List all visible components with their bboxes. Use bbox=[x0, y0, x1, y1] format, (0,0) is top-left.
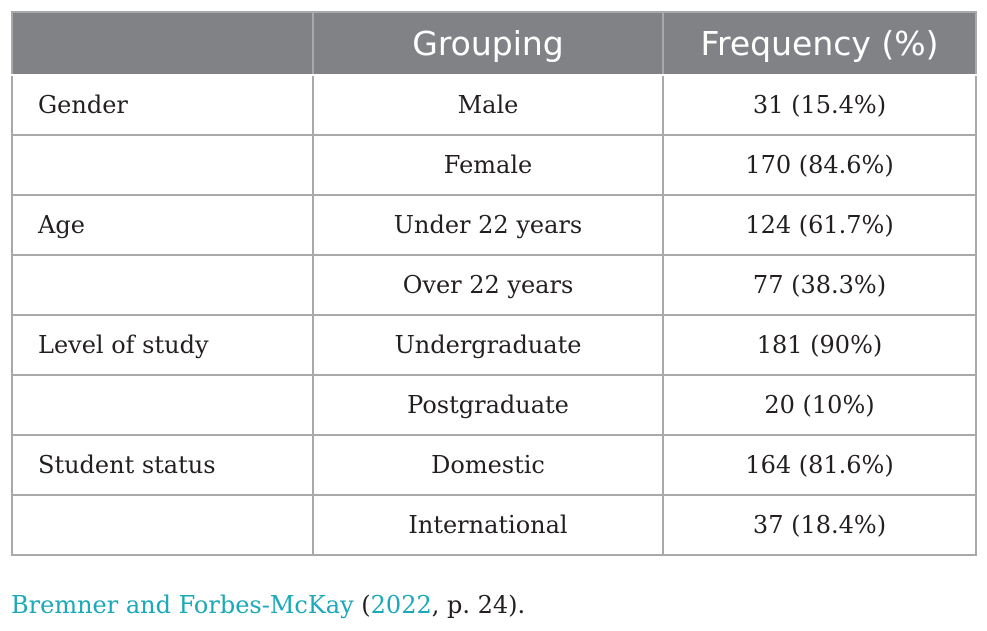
frequency-cell: 170 (84.6%) bbox=[662, 134, 977, 196]
table-row: Level of study Undergraduate 181 (90%) bbox=[11, 314, 977, 376]
frequency-cell: 31 (15.4%) bbox=[662, 74, 977, 136]
frequency-cell: 164 (81.6%) bbox=[662, 434, 977, 496]
grouping-cell: Domestic bbox=[312, 434, 664, 496]
table-row: Age Under 22 years 124 (61.7%) bbox=[11, 194, 977, 256]
category-cell bbox=[11, 134, 314, 196]
column-header-grouping: Grouping bbox=[312, 11, 664, 76]
table-row: Gender Male 31 (15.4%) bbox=[11, 74, 977, 136]
category-cell: Gender bbox=[11, 74, 314, 136]
table-header-row: Grouping Frequency (%) bbox=[11, 11, 977, 76]
column-header-category bbox=[11, 11, 314, 76]
category-cell bbox=[11, 254, 314, 316]
table-row: International 37 (18.4%) bbox=[11, 494, 977, 556]
column-header-frequency: Frequency (%) bbox=[662, 11, 977, 76]
grouping-cell: Undergraduate bbox=[312, 314, 664, 376]
frequency-cell: 181 (90%) bbox=[662, 314, 977, 376]
category-cell bbox=[11, 494, 314, 556]
caption-open-paren: ( bbox=[353, 591, 371, 619]
data-table-container: Grouping Frequency (%) Gender Male 31 (1… bbox=[11, 11, 977, 556]
table-row: Postgraduate 20 (10%) bbox=[11, 374, 977, 436]
category-cell: Age bbox=[11, 194, 314, 256]
year-link[interactable]: 2022 bbox=[370, 591, 432, 619]
table-source-caption: Bremner and Forbes-McKay (2022, p. 24). bbox=[11, 591, 525, 619]
data-table: Grouping Frequency (%) Gender Male 31 (1… bbox=[11, 11, 977, 556]
category-cell: Student status bbox=[11, 434, 314, 496]
caption-page-ref: , p. 24). bbox=[431, 591, 526, 619]
frequency-cell: 20 (10%) bbox=[662, 374, 977, 436]
grouping-cell: Postgraduate bbox=[312, 374, 664, 436]
table-row: Female 170 (84.6%) bbox=[11, 134, 977, 196]
frequency-cell: 124 (61.7%) bbox=[662, 194, 977, 256]
grouping-cell: Over 22 years bbox=[312, 254, 664, 316]
grouping-cell: Under 22 years bbox=[312, 194, 664, 256]
frequency-cell: 77 (38.3%) bbox=[662, 254, 977, 316]
grouping-cell: Male bbox=[312, 74, 664, 136]
category-cell bbox=[11, 374, 314, 436]
table-row: Over 22 years 77 (38.3%) bbox=[11, 254, 977, 316]
grouping-cell: International bbox=[312, 494, 664, 556]
category-cell: Level of study bbox=[11, 314, 314, 376]
table-row: Student status Domestic 164 (81.6%) bbox=[11, 434, 977, 496]
frequency-cell: 37 (18.4%) bbox=[662, 494, 977, 556]
grouping-cell: Female bbox=[312, 134, 664, 196]
authors-link[interactable]: Bremner and Forbes-McKay bbox=[11, 591, 354, 619]
